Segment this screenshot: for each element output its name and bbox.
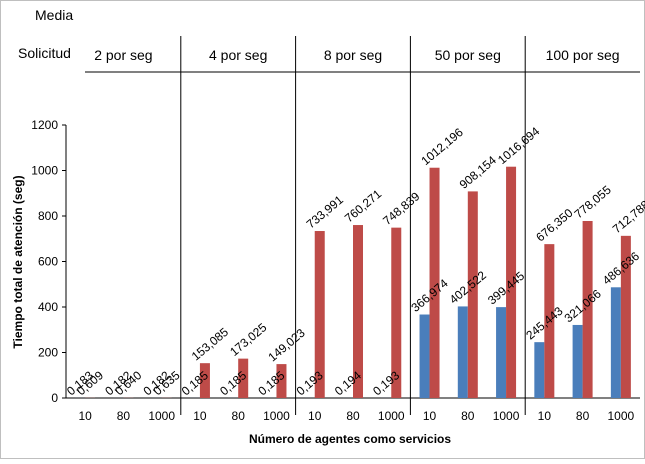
x-tick-label: 80: [461, 409, 475, 423]
x-tick-label: 10: [308, 409, 322, 423]
x-tick-label: 1000: [493, 409, 520, 423]
x-tick-label: 1000: [148, 409, 175, 423]
bar-blue: [458, 306, 468, 398]
x-tick-label: 80: [576, 409, 590, 423]
x-axis-label: Número de agentes como servicios: [249, 432, 451, 446]
group-header-label: 8 por seg: [324, 47, 382, 63]
group-header-label: 50 por seg: [435, 47, 501, 63]
x-tick-label: 10: [78, 409, 92, 423]
y-tick-label: 0: [51, 391, 58, 405]
bar-blue: [573, 325, 583, 398]
group-header-label: 2 por seg: [94, 47, 152, 63]
y-tick-label: 600: [38, 255, 58, 269]
header-media-label: Media: [35, 7, 73, 23]
x-tick-label: 10: [193, 409, 207, 423]
x-tick-label: 10: [423, 409, 437, 423]
x-tick-label: 1000: [378, 409, 405, 423]
y-tick-label: 400: [38, 300, 58, 314]
group-header-label: 4 por seg: [209, 47, 267, 63]
x-tick-label: 10: [538, 409, 552, 423]
y-tick-label: 1000: [31, 164, 58, 178]
bar-blue: [534, 342, 544, 398]
x-tick-label: 80: [346, 409, 360, 423]
group-header-label: 100 por seg: [546, 47, 620, 63]
y-tick-label: 1200: [31, 118, 58, 132]
y-axis-label: Tiempo total de atención (seg): [11, 175, 25, 348]
y-tick-label: 200: [38, 346, 58, 360]
bar-blue: [496, 307, 506, 398]
bar-blue: [611, 287, 621, 398]
x-tick-label: 1000: [263, 409, 290, 423]
y-tick-label: 800: [38, 209, 58, 223]
x-tick-label: 80: [232, 409, 246, 423]
x-tick-label: 80: [117, 409, 131, 423]
header-solicitud-label: Solicitud: [18, 45, 71, 61]
x-tick-label: 1000: [608, 409, 635, 423]
bar-blue: [420, 315, 430, 398]
